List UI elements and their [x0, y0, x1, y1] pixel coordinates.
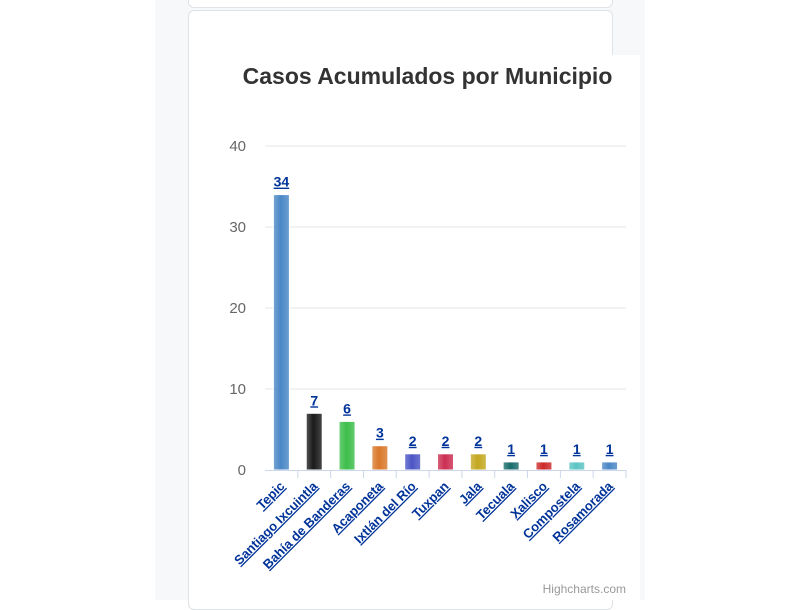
data-label[interactable]: 1	[540, 441, 548, 457]
data-label[interactable]: 2	[409, 433, 417, 449]
data-label[interactable]: 2	[442, 433, 450, 449]
bar-9[interactable]	[568, 461, 586, 471]
bar-4[interactable]	[404, 453, 422, 471]
bar-10[interactable]	[601, 461, 619, 471]
y-tick-label: 40	[229, 138, 246, 155]
grid-lines	[265, 145, 626, 390]
bar-7[interactable]	[502, 461, 520, 471]
data-label[interactable]: 1	[606, 441, 614, 457]
data-label[interactable]: 1	[507, 441, 515, 457]
bar-0[interactable]	[272, 194, 290, 471]
y-tick-label: 20	[229, 300, 246, 317]
previous-card	[188, 0, 613, 8]
y-tick-label: 30	[229, 219, 246, 236]
data-label[interactable]: 2	[474, 433, 482, 449]
data-label[interactable]: 1	[573, 441, 581, 457]
bars	[272, 194, 619, 471]
bar-1[interactable]	[305, 412, 323, 471]
data-labels: 34 7 6 3 2 2 2 1 1 1 1	[274, 174, 614, 457]
y-tick-label: 0	[238, 462, 246, 479]
data-label[interactable]: 6	[343, 400, 351, 416]
x-axis	[265, 470, 627, 478]
y-axis-labels: 0 10 20 30 40	[229, 138, 246, 479]
y-tick-label: 10	[229, 381, 246, 398]
data-label[interactable]: 7	[310, 392, 318, 408]
highcharts-credits-link[interactable]: Highcharts.com	[542, 582, 626, 596]
data-label[interactable]: 3	[376, 425, 384, 441]
x-axis-label[interactable]: Jala	[456, 478, 485, 507]
bar-8[interactable]	[535, 461, 553, 471]
bar-3[interactable]	[371, 445, 389, 471]
chart-title: Casos Acumulados por Municipio	[242, 63, 613, 89]
x-axis-label[interactable]: Tuxpan	[409, 478, 452, 521]
data-label[interactable]: 34	[274, 174, 290, 190]
bar-2[interactable]	[338, 420, 356, 471]
bar-6[interactable]	[469, 453, 487, 471]
bar-5[interactable]	[437, 453, 454, 471]
